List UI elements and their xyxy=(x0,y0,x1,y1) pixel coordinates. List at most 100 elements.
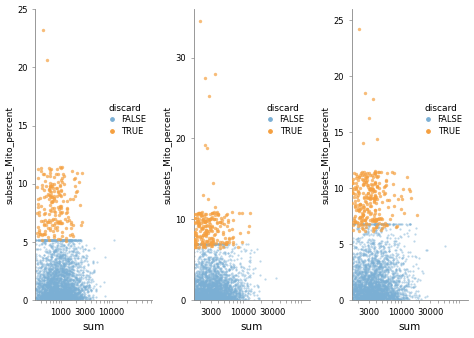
Point xyxy=(32,296,40,301)
Point xyxy=(217,249,224,255)
Point xyxy=(44,237,51,242)
Point xyxy=(49,288,56,293)
Point xyxy=(371,292,378,297)
Point xyxy=(60,261,68,267)
Point xyxy=(57,276,65,281)
Point xyxy=(202,289,210,295)
Point xyxy=(222,271,229,277)
Point xyxy=(218,284,226,290)
Point xyxy=(401,297,408,303)
Point xyxy=(366,217,374,222)
Point xyxy=(230,293,238,298)
Point xyxy=(55,268,63,273)
Point xyxy=(53,266,61,272)
Point xyxy=(224,217,232,222)
Point xyxy=(206,291,214,296)
Point xyxy=(89,260,97,266)
Point xyxy=(400,295,407,300)
Point xyxy=(54,297,61,302)
Point xyxy=(388,261,395,266)
Point xyxy=(361,284,369,290)
Point xyxy=(50,275,57,281)
Point xyxy=(383,235,391,241)
Point xyxy=(58,237,66,242)
Point xyxy=(379,293,386,298)
Point xyxy=(368,285,376,291)
Point xyxy=(197,286,205,292)
Point xyxy=(384,267,392,273)
Point xyxy=(227,264,235,270)
Point xyxy=(215,297,223,302)
Point xyxy=(50,263,58,268)
Point xyxy=(200,241,208,246)
Point xyxy=(382,262,389,268)
Point xyxy=(221,280,229,285)
Point xyxy=(54,294,62,299)
Point xyxy=(393,289,401,294)
Point xyxy=(210,273,218,279)
Point xyxy=(191,292,199,298)
Point xyxy=(54,286,62,291)
Point xyxy=(206,280,214,285)
Point xyxy=(51,262,58,267)
Point xyxy=(53,296,60,301)
Point xyxy=(208,274,215,279)
Point xyxy=(393,258,401,263)
Point xyxy=(217,295,224,300)
Point xyxy=(384,292,392,297)
Point xyxy=(59,284,67,289)
Point xyxy=(362,263,370,269)
Point xyxy=(204,294,212,300)
Point xyxy=(66,268,73,274)
Point xyxy=(41,239,48,245)
Point xyxy=(218,294,225,299)
Point xyxy=(354,272,362,278)
Point xyxy=(61,273,68,279)
Point xyxy=(191,297,199,303)
Point xyxy=(197,291,205,297)
Point xyxy=(200,286,207,291)
Point xyxy=(366,282,374,287)
Point xyxy=(218,281,225,286)
Point xyxy=(382,252,389,258)
Point xyxy=(66,290,74,296)
Point xyxy=(211,293,219,298)
Point xyxy=(366,291,374,296)
Point xyxy=(67,257,74,262)
Point xyxy=(68,288,76,294)
Point xyxy=(212,294,220,300)
Point xyxy=(38,285,46,290)
Point xyxy=(414,288,421,294)
Point xyxy=(47,237,55,242)
Point xyxy=(376,290,384,295)
Point xyxy=(222,282,230,288)
Point xyxy=(355,285,363,290)
Point xyxy=(44,237,52,242)
Point xyxy=(361,269,369,275)
Point xyxy=(237,291,244,296)
Point xyxy=(64,237,72,242)
Point xyxy=(79,297,87,302)
Point xyxy=(61,296,68,301)
Point xyxy=(75,237,82,242)
Point xyxy=(44,282,51,288)
Point xyxy=(52,279,60,284)
Point xyxy=(52,294,60,299)
Point xyxy=(225,279,232,285)
Point xyxy=(209,291,216,297)
Point xyxy=(81,285,88,290)
Point xyxy=(373,294,381,299)
Point xyxy=(370,269,378,275)
Point xyxy=(55,278,63,284)
Point xyxy=(58,241,65,247)
Point xyxy=(195,221,202,227)
Point xyxy=(53,284,60,290)
Point xyxy=(223,296,231,302)
Point xyxy=(389,269,396,274)
Point xyxy=(359,287,367,292)
Point xyxy=(368,241,376,246)
Point xyxy=(367,283,374,288)
Point xyxy=(385,295,393,300)
Point xyxy=(201,288,209,294)
Point xyxy=(216,293,224,298)
